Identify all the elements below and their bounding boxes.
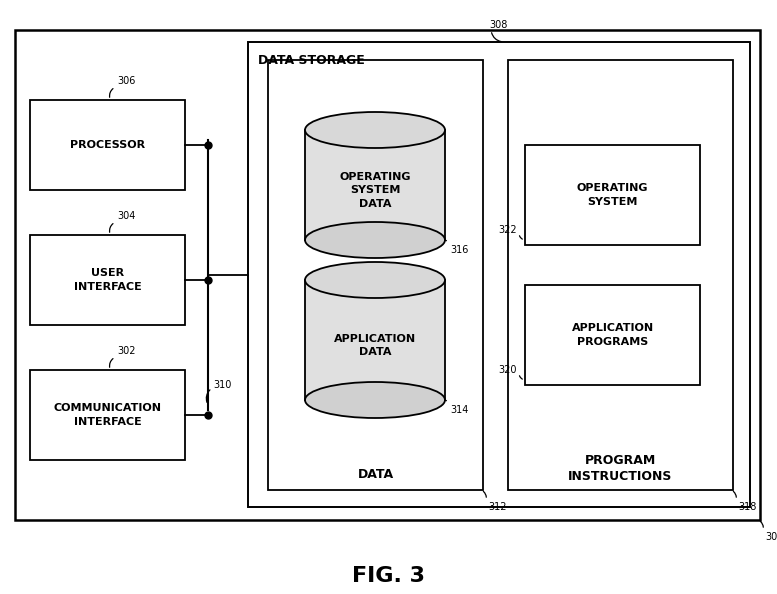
Polygon shape [305,130,445,240]
Text: 308: 308 [489,20,507,30]
Text: COMMUNICATION
INTERFACE: COMMUNICATION INTERFACE [54,403,162,426]
Bar [525,145,700,245]
Bar [15,30,760,520]
Ellipse shape [305,382,445,418]
Bar [30,235,185,325]
Text: DATA STORAGE: DATA STORAGE [258,53,364,67]
Text: 302: 302 [117,346,136,356]
Text: 318: 318 [738,502,756,512]
Text: 304: 304 [117,211,136,221]
Text: 312: 312 [488,502,507,512]
Bar [268,60,483,490]
Ellipse shape [305,262,445,298]
Text: APPLICATION
DATA: APPLICATION DATA [334,334,416,357]
Text: 316: 316 [450,245,469,255]
Text: OPERATING
SYSTEM: OPERATING SYSTEM [577,184,648,207]
Text: 314: 314 [450,405,469,415]
Text: USER
INTERFACE: USER INTERFACE [74,268,141,292]
Text: 300: 300 [765,532,777,542]
Text: 306: 306 [117,76,136,86]
Bar [525,285,700,385]
Ellipse shape [305,112,445,148]
Bar [248,42,750,507]
Text: FIG. 3: FIG. 3 [352,566,425,586]
Text: 320: 320 [499,365,517,375]
Text: PROGRAM
INSTRUCTIONS: PROGRAM INSTRUCTIONS [568,453,673,482]
Text: 322: 322 [498,225,517,235]
Bar [30,100,185,190]
Ellipse shape [305,222,445,258]
Text: APPLICATION
PROGRAMS: APPLICATION PROGRAMS [571,323,653,347]
Polygon shape [305,280,445,400]
Bar [508,60,733,490]
Bar [30,370,185,460]
Text: OPERATING
SYSTEM
DATA: OPERATING SYSTEM DATA [340,172,411,208]
Text: 310: 310 [213,380,232,390]
Text: PROCESSOR: PROCESSOR [70,140,145,150]
Text: DATA: DATA [357,469,394,482]
